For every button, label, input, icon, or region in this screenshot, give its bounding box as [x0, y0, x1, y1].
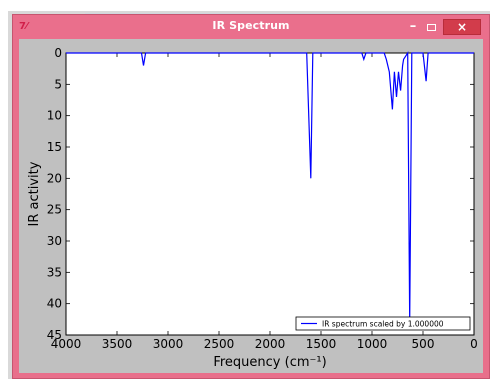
x-tick-label: 4000 — [51, 337, 82, 351]
minimize-icon: – — [409, 19, 417, 34]
window-title: IR Spectrum — [212, 19, 290, 32]
x-tick-label: 2000 — [255, 337, 286, 351]
y-tick-label: 20 — [47, 171, 62, 185]
maximize-icon — [426, 23, 436, 31]
y-tick-label: 5 — [54, 77, 62, 91]
x-tick-label: 0 — [470, 337, 478, 351]
close-icon: × — [456, 20, 468, 34]
legend-box — [295, 316, 471, 331]
y-tick-label: 0 — [54, 46, 62, 60]
maximize-button[interactable] — [423, 19, 439, 35]
minimize-button[interactable]: – — [405, 19, 421, 35]
y-axis-label: IR activity — [27, 161, 42, 226]
ir-spectrum-line — [66, 51, 474, 323]
x-tick-label: 3500 — [102, 337, 133, 351]
x-tick-label: 1000 — [357, 337, 388, 351]
y-tick-label: 40 — [47, 297, 62, 311]
y-tick-label: 45 — [47, 328, 62, 342]
y-tick-label: 35 — [47, 265, 62, 279]
close-button[interactable]: × — [443, 19, 481, 35]
tk-feather-icon: 7⁄ — [19, 21, 28, 32]
x-tick-label: 2500 — [204, 337, 235, 351]
x-axis-label: Frequency (cm⁻¹) — [213, 355, 326, 370]
plot-area — [65, 52, 475, 336]
x-tick-label: 1500 — [306, 337, 337, 351]
y-tick-label: 25 — [47, 203, 62, 217]
x-tick-label: 500 — [412, 337, 435, 351]
title-bar[interactable]: 7⁄ IR Spectrum – × — [13, 15, 489, 39]
y-tick-label: 15 — [47, 140, 62, 154]
y-tick-label: 30 — [47, 234, 62, 248]
y-tick-label: 10 — [47, 109, 62, 123]
x-tick-label: 3000 — [153, 337, 184, 351]
legend-entry: IR spectrum scaled by 1.000000 — [322, 320, 444, 329]
legend: IR spectrum scaled by 1.000000 — [295, 316, 471, 331]
